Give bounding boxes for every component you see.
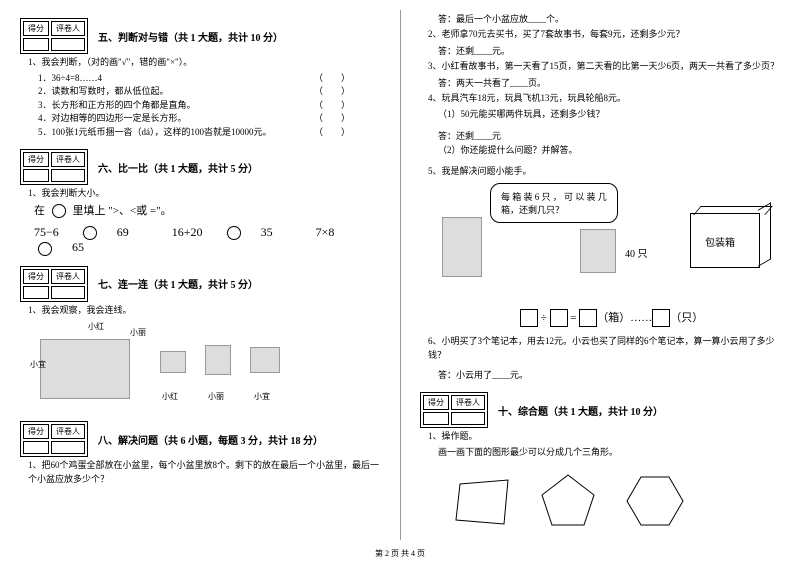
equation-row: ÷ = （箱）……（只） <box>520 309 780 327</box>
sec5-s1: 1．36÷4=8……4（ ） <box>38 72 380 86</box>
illustration-area: 小红 小丽 小宜 小红 小丽 小宜 <box>30 321 370 411</box>
label-xiaoyi: 小宜 <box>30 359 46 370</box>
sec10-title: 十、综合题（共 1 大题，共计 10 分） <box>498 403 663 418</box>
q3: 3、小红看故事书，第一天看了15页，第二天看的比第一天少6页，两天一共看了多少页… <box>428 60 780 74</box>
label-xiaoli: 小丽 <box>130 327 146 338</box>
ans-6: 答：小云用了____元。 <box>438 368 780 382</box>
sec5-s4: 4．对边相等的四边形一定是长方形。（ ） <box>38 112 380 126</box>
score-label: 得分 <box>23 21 49 36</box>
sec5-q1: 1、我会判断，（对的画"√"，错的画"×"）。 <box>28 56 380 70</box>
sec5-s2: 2．读数和写数时，都从低位起。（ ） <box>38 85 380 99</box>
shapes-row <box>440 467 780 536</box>
toy-figure <box>580 229 616 273</box>
speech-bubble: 每 箱 装 6 只 ， 可 以 装 几 箱，还剩几只？ <box>490 183 618 223</box>
sec8-title: 八、解决问题（共 6 小题，每题 3 分，共计 18 分） <box>98 432 323 447</box>
box-3d: 包装箱 <box>690 213 760 270</box>
score-box-8: 得分评卷人 <box>20 421 88 457</box>
sec6-q1: 1、我会判断大小。 <box>28 187 380 201</box>
sec6-hint: 在 里填上 ">、<或 ="。 <box>34 203 380 220</box>
sec10-hint: 画一画下面的图形最少可以分成几个三角形。 <box>438 446 780 460</box>
left-column: 得分评卷人 五、判断对与错（共 1 大题，共计 10 分） 1、我会判断，（对的… <box>0 0 400 565</box>
ans-3: 答：两天一共看了____页。 <box>438 76 780 90</box>
label-xiaohong: 小红 <box>88 321 104 332</box>
circle-blank <box>83 226 97 240</box>
ans-4s1: 答：还剩____元 <box>438 129 780 143</box>
sec5-s3: 3．长方形和正方形的四个角都是直角。（ ） <box>38 99 380 113</box>
blank-sq <box>520 309 538 327</box>
sec7-header: 得分评卷人 七、连一连（共 1 大题，共计 5 分） <box>20 266 380 302</box>
sec7-title: 七、连一连（共 1 大题，共计 5 分） <box>98 276 258 291</box>
quad-shape <box>452 478 512 528</box>
q4s2: （2）你还能提什么问题？并解答。 <box>438 144 780 158</box>
object-1 <box>160 351 186 373</box>
score-box-10: 得分评卷人 <box>420 392 488 428</box>
sec8-q1: 1、把60个鸡蛋全部放在小盆里，每个小盆里放8个。剩下的放在最后一个小盆里，最后… <box>28 459 380 486</box>
compare-row: 75−669 16+2035 7×865 <box>34 225 380 256</box>
page-footer: 第 2 页 共 4 页 <box>0 548 800 559</box>
q5-illustration: 每 箱 装 6 只 ， 可 以 装 几 箱，还剩几只？ 40 只 包装箱 <box>430 183 780 303</box>
q4: 4、玩具汽车18元，玩具飞机13元，玩具轮船8元。 <box>428 92 780 106</box>
ans-1: 答：最后一个小盆应放____个。 <box>438 12 780 26</box>
label-40: 40 只 <box>625 245 648 260</box>
score-box-5: 得分评卷人 <box>20 18 88 54</box>
sec10-header: 得分评卷人 十、综合题（共 1 大题，共计 10 分） <box>420 392 780 428</box>
right-column: 答：最后一个小盆应放____个。 2、老师拿70元去买书，买了7套故事书，每套9… <box>400 0 800 565</box>
object-3 <box>250 347 280 373</box>
pentagon-shape <box>538 473 598 528</box>
sec5-s5: 5．100张1元纸币捆一沓（dá），这样的100沓就是10000元。（ ） <box>38 126 380 140</box>
sec6-header: 得分评卷人 六、比一比（共 1 大题，共计 5 分） <box>20 149 380 185</box>
sec5-header: 得分评卷人 五、判断对与错（共 1 大题，共计 10 分） <box>20 18 380 54</box>
sec8-header: 得分评卷人 八、解决问题（共 6 小题，每题 3 分，共计 18 分） <box>20 421 380 457</box>
hexagon-shape <box>625 473 685 528</box>
q2: 2、老师拿70元去买书，买了7套故事书，每套9元，还剩多少元？ <box>428 28 780 42</box>
q4s1: （1）50元能买哪两件玩具，还剩多少钱？ <box>438 108 780 122</box>
grader-label: 评卷人 <box>51 21 85 36</box>
girl-figure <box>442 217 482 277</box>
q5: 5、我是解决问题小能手。 <box>428 165 780 179</box>
figure-group <box>40 339 130 399</box>
object-2 <box>205 345 231 375</box>
ans-2: 答：还剩____元。 <box>438 44 780 58</box>
sec5-title: 五、判断对与错（共 1 大题，共计 10 分） <box>98 29 283 44</box>
paren: （ ） <box>314 72 350 86</box>
sec7-q1: 1、我会观察，我会连线。 <box>28 304 380 318</box>
score-box-6: 得分评卷人 <box>20 149 88 185</box>
sec6-title: 六、比一比（共 1 大题，共计 5 分） <box>98 160 258 175</box>
score-box-7: 得分评卷人 <box>20 266 88 302</box>
sec10-q1: 1、操作题。 <box>428 430 780 444</box>
q6: 6、小明买了3个笔记本，用去12元。小云也买了同样的6个笔记本，算一算小云用了多… <box>428 335 780 362</box>
